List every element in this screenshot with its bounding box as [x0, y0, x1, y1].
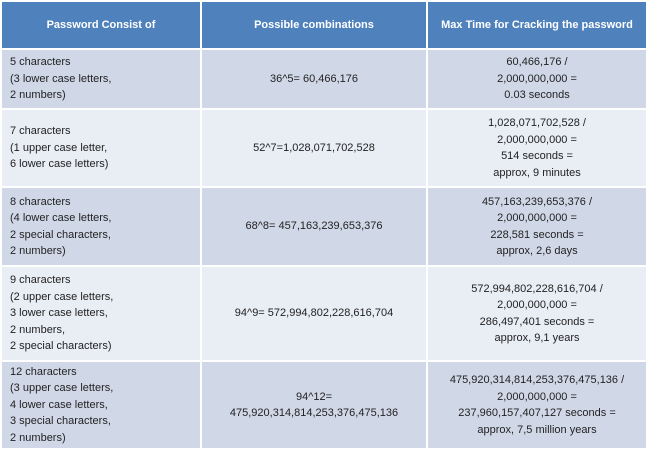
table-cell: 5 characters (3 lower case letters, 2 numb…: [0, 48, 202, 110]
table-row: 8 characters (4 lower case letters, 2 spec…: [0, 186, 648, 267]
table-cell: 572,994,802,228,616,704 / 2,000,000,000 =…: [426, 265, 648, 362]
cell-line: 12 characters: [10, 365, 77, 378]
cell-line: (2 upper case letters,: [10, 290, 114, 303]
table-cell: 60,466,176 / 2,000,000,000 = 0.03 seconds: [426, 48, 648, 110]
table-cell: 94^9= 572,994,802,228,616,704: [200, 265, 428, 362]
cell-line: 2,000,000,000 =: [497, 299, 577, 311]
cell-line: 475,920,314,814,253,376,475,136 /: [449, 374, 625, 386]
table-cell: 457,163,239,653,376 / 2,000,000,000 = 228,…: [426, 186, 648, 267]
cell-line: 52^7=1,028,071,702,528: [253, 141, 375, 154]
cell-line: 475,920,314,814,253,376,475,136: [229, 407, 399, 419]
table-cell: 12 characters (3 upper case letters, 4 low…: [0, 360, 202, 450]
cell-line: (3 lower case letters,: [10, 72, 112, 85]
cell-line: 2,000,000,000 =: [497, 390, 577, 403]
cell-line: 6 lower case letters): [10, 158, 109, 171]
cell-line: 2 numbers): [10, 89, 66, 102]
table-cell: 1,028,071,702,528 / 2,000,000,000 = 514 se…: [426, 108, 648, 188]
cell-line: approx, 2,6 days: [496, 245, 578, 257]
cell-line: (1 upper case letter,: [10, 141, 108, 154]
cell-line: 286,497,401 seconds =: [479, 315, 595, 328]
cell-line: 36^5= 60,466,176: [269, 72, 359, 85]
cell-line: 2,000,000,000 =: [497, 72, 577, 85]
header-row: Password Consist of Possible combinations…: [0, 0, 648, 50]
cell-line: 2 special characters): [10, 340, 112, 353]
header-cell: Possible combinations: [200, 0, 428, 50]
cell-line: 4 lower case letters,: [10, 398, 108, 411]
cell-line: 3 lower case letters,: [10, 307, 108, 320]
table-cell: 9 characters (2 upper case letters, 3 lowe…: [0, 265, 202, 362]
cell-line: (3 upper case letters,: [10, 382, 114, 395]
table-row: 5 characters (3 lower case letters, 2 numb…: [0, 48, 648, 110]
table-row: 12 characters (3 upper case letters, 4 low…: [0, 360, 648, 450]
cell-line: 228,581 seconds =: [490, 228, 584, 241]
header-cell: Max Time for Cracking the password: [426, 0, 648, 50]
cell-line: 2,000,000,000 =: [497, 133, 577, 146]
cell-line: 237,960,157,407,127 seconds =: [458, 407, 616, 419]
cell-line: 0.03 seconds: [504, 89, 570, 102]
cell-line: 8 characters: [10, 195, 71, 208]
cell-line: approx, 9 minutes: [493, 166, 581, 179]
cell-line: 2 numbers,: [10, 323, 66, 336]
cell-line: 2,000,000,000 =: [497, 212, 577, 224]
cell-line: 60,466,176 /: [506, 56, 568, 69]
table-cell: 36^5= 60,466,176: [200, 48, 428, 110]
cell-line: 2 special characters,: [10, 228, 111, 241]
table-cell: 52^7=1,028,071,702,528: [200, 108, 428, 188]
cell-line: 94^9= 572,994,802,228,616,704: [234, 307, 394, 320]
table-cell: 8 characters (4 lower case letters, 2 spec…: [0, 186, 202, 267]
table-cell: 7 characters (1 upper case letter, 6 lower…: [0, 108, 202, 188]
table-row: 7 characters (1 upper case letter, 6 lower…: [0, 108, 648, 188]
cell-line: 7 characters: [10, 125, 71, 138]
cell-line: 514 seconds =: [501, 150, 573, 162]
cell-line: 5 characters: [10, 56, 71, 69]
cell-line: 2 numbers): [10, 245, 66, 257]
cell-line: approx, 7,5 million years: [477, 423, 597, 436]
cell-line: 3 special characters,: [10, 415, 111, 428]
table-cell: 475,920,314,814,253,376,475,136 / 2,000,0…: [426, 360, 648, 450]
cell-line: 9 characters: [10, 274, 71, 287]
cell-line: 1,028,071,702,528 /: [488, 117, 586, 129]
cell-line: 572,994,802,228,616,704 /: [471, 282, 603, 295]
cell-line: 68^8= 457,163,239,653,376: [245, 220, 383, 233]
cell-line: approx, 9,1 years: [494, 332, 580, 344]
cell-line: (4 lower case letters,: [10, 212, 112, 224]
table-row: 9 characters (2 upper case letters, 3 lowe…: [0, 265, 648, 362]
cell-line: 94^12=: [295, 390, 333, 403]
header-cell: Password Consist of: [0, 0, 202, 50]
table-cell: 94^12= 475,920,314,814,253,376,475,136: [200, 360, 428, 450]
cell-line: 2 numbers): [10, 431, 66, 444]
cell-line: 457,163,239,653,376 /: [481, 195, 593, 208]
table-cell: 68^8= 457,163,239,653,376: [200, 186, 428, 267]
password-table: Password Consist of Possible combinations…: [0, 0, 648, 450]
